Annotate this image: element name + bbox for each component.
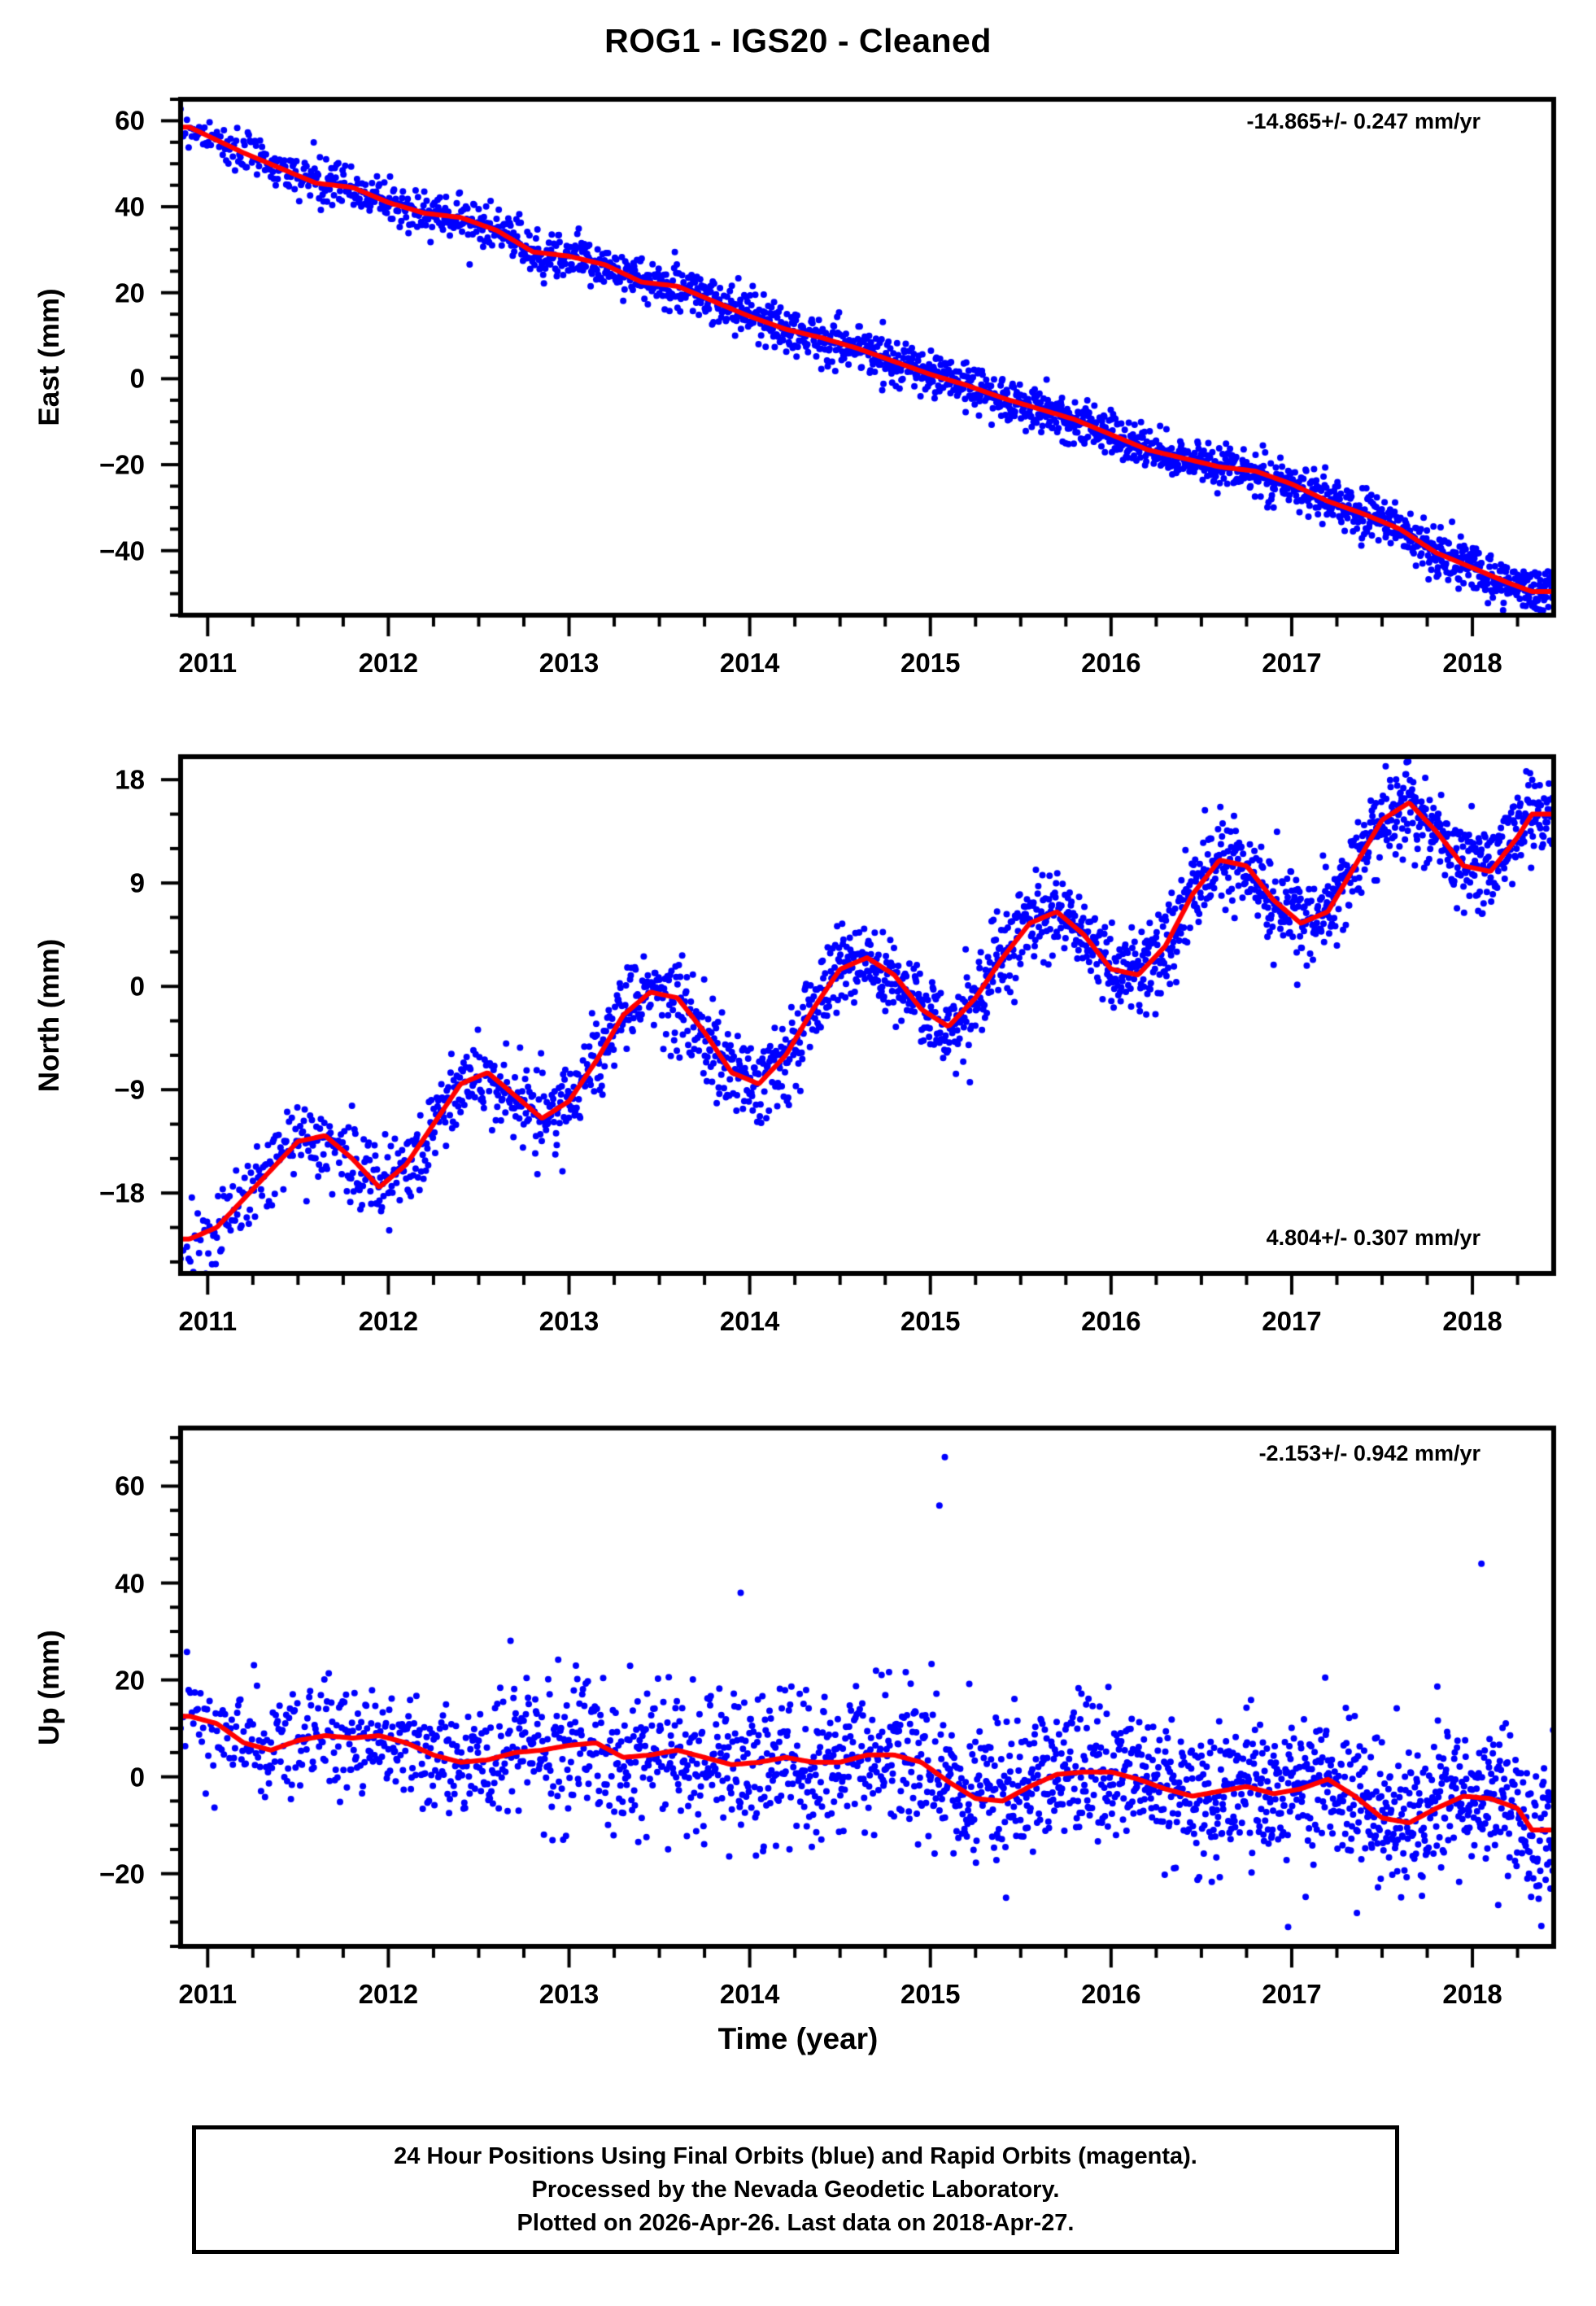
x-tick-label-2012: 2012 bbox=[358, 1979, 419, 2009]
north-y-tick-label-9: 9 bbox=[129, 867, 145, 898]
east-y-tick-label--40: −40 bbox=[99, 535, 145, 566]
x-tick-label-2016: 2016 bbox=[1081, 648, 1141, 678]
north-y-tick-label--9: −9 bbox=[114, 1074, 145, 1105]
legend-line-3: Plotted on 2026-Apr-26. Last data on 201… bbox=[517, 2209, 1075, 2236]
east-axis-title: East (mm) bbox=[33, 288, 65, 426]
x-tick-label-2015: 2015 bbox=[900, 1979, 961, 2009]
north-axis-title: North (mm) bbox=[33, 938, 65, 1092]
x-tick-label-2017: 2017 bbox=[1262, 1979, 1322, 2009]
north-y-tick-label-18: 18 bbox=[115, 764, 145, 795]
north-y-tick-label-0: 0 bbox=[129, 971, 145, 1002]
x-tick-label-2011: 2011 bbox=[178, 1306, 238, 1336]
x-tick-label-2015: 2015 bbox=[900, 1306, 961, 1336]
x-axis-title: Time (year) bbox=[717, 2022, 879, 2055]
legend-line-2: Processed by the Nevada Geodetic Laborat… bbox=[531, 2176, 1060, 2203]
x-tick-label-2016: 2016 bbox=[1081, 1306, 1141, 1336]
plot-title: ROG1 - IGS20 - Cleaned bbox=[604, 22, 992, 59]
east-y-tick-label-20: 20 bbox=[115, 277, 145, 308]
north-rate-label: 4.804+/- 0.307 mm/yr bbox=[1266, 1225, 1480, 1250]
legend-line-1: 24 Hour Positions Using Final Orbits (bl… bbox=[394, 2142, 1197, 2169]
east-y-tick-label-40: 40 bbox=[115, 191, 145, 222]
x-tick-label-2018: 2018 bbox=[1442, 1979, 1502, 2009]
x-tick-label-2011: 2011 bbox=[178, 648, 238, 678]
x-tick-label-2017: 2017 bbox=[1262, 1306, 1322, 1336]
up-y-tick-label-0: 0 bbox=[129, 1762, 145, 1793]
east-y-tick-label-60: 60 bbox=[115, 105, 145, 136]
x-tick-label-2014: 2014 bbox=[719, 648, 780, 678]
x-tick-label-2015: 2015 bbox=[900, 648, 961, 678]
up-y-tick-label-60: 60 bbox=[115, 1470, 145, 1501]
x-tick-label-2013: 2013 bbox=[539, 1306, 600, 1336]
east-rate-label: -14.865+/- 0.247 mm/yr bbox=[1246, 109, 1480, 133]
up-axis-title: Up (mm) bbox=[33, 1629, 65, 1745]
x-tick-label-2013: 2013 bbox=[539, 1979, 600, 2009]
x-tick-label-2018: 2018 bbox=[1442, 648, 1502, 678]
up-y-tick-label-40: 40 bbox=[115, 1568, 145, 1598]
east-y-tick-label--20: −20 bbox=[99, 449, 145, 480]
legend-box: 24 Hour Positions Using Final Orbits (bl… bbox=[192, 2125, 1399, 2254]
x-tick-label-2012: 2012 bbox=[358, 1306, 419, 1336]
x-tick-label-2011: 2011 bbox=[178, 1979, 238, 2009]
x-tick-label-2012: 2012 bbox=[358, 648, 419, 678]
x-tick-label-2018: 2018 bbox=[1442, 1306, 1502, 1336]
x-tick-label-2014: 2014 bbox=[719, 1306, 780, 1336]
x-tick-label-2014: 2014 bbox=[719, 1979, 780, 2009]
x-tick-label-2013: 2013 bbox=[539, 648, 600, 678]
up-y-tick-label-20: 20 bbox=[115, 1665, 145, 1696]
up-y-tick-label--20: −20 bbox=[99, 1858, 145, 1889]
up-rate-label: -2.153+/- 0.942 mm/yr bbox=[1258, 1441, 1480, 1465]
east-y-tick-label-0: 0 bbox=[129, 363, 145, 394]
north-y-tick-label--18: −18 bbox=[99, 1177, 145, 1208]
x-tick-label-2016: 2016 bbox=[1081, 1979, 1141, 2009]
x-tick-label-2017: 2017 bbox=[1262, 648, 1322, 678]
